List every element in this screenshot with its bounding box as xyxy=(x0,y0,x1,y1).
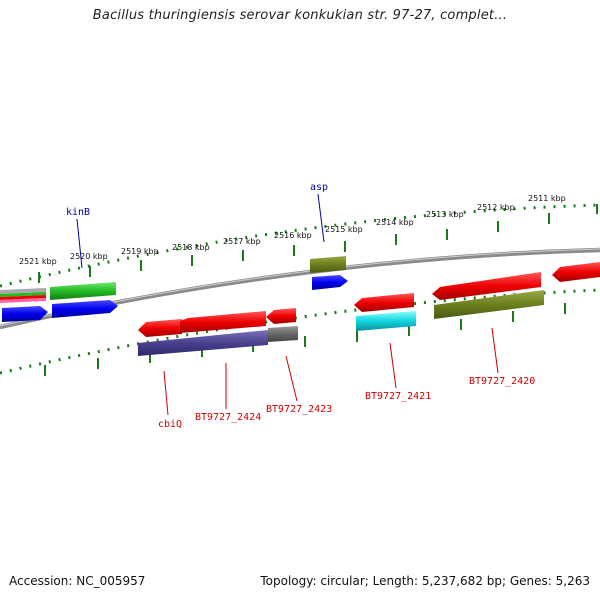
gene-blue-left[interactable] xyxy=(2,306,48,322)
gene-cbiQ-purple[interactable] xyxy=(138,330,268,356)
gene-BT9727_2420-red[interactable] xyxy=(432,272,541,300)
gene-kinB-blue[interactable] xyxy=(52,300,118,318)
scale-label-2519: 2519 kbp xyxy=(121,247,159,256)
gene-label-BT9727_2424[interactable]: BT9727_2424 xyxy=(195,412,261,423)
gene-label-asp[interactable]: asp xyxy=(310,182,328,193)
gene-label-kinB[interactable]: kinB xyxy=(66,207,90,218)
scale-ticks-outer xyxy=(38,204,598,283)
gene-asp-olive[interactable] xyxy=(310,256,346,273)
gene-stack-left[interactable] xyxy=(0,288,46,303)
scale-label-2514: 2514 kbp xyxy=(376,218,414,227)
gene-BT9727_2420-olive[interactable] xyxy=(434,290,544,319)
scale-label-2512: 2512 kbp xyxy=(477,203,515,212)
gene-red-far-right[interactable] xyxy=(552,262,600,282)
label-leaders-bottom xyxy=(163,327,499,416)
topology-text: Topology: circular; Length: 5,237,682 bp… xyxy=(260,574,590,588)
scale-label-2518: 2518 kbp xyxy=(172,243,210,252)
gene-BT9727_2421-cyan[interactable] xyxy=(356,311,416,331)
gene-label-BT9727_2421[interactable]: BT9727_2421 xyxy=(365,391,431,402)
label-leaders-top xyxy=(76,193,325,269)
scale-label-2515: 2515 kbp xyxy=(325,225,363,234)
gene-BT9727_2421-red[interactable] xyxy=(354,293,414,312)
accession-text: Accession: NC_005957 xyxy=(9,574,146,588)
gene-asp-blue[interactable] xyxy=(312,275,348,290)
gene-kinB-green[interactable] xyxy=(50,282,116,300)
scale-label-2513: 2513 kbp xyxy=(426,210,464,219)
gene-gray[interactable] xyxy=(268,326,298,342)
scale-labels: 2521 kbp 2520 kbp 2519 kbp 2518 kbp 2517… xyxy=(19,194,566,266)
gene-label-BT9727_2423[interactable]: BT9727_2423 xyxy=(266,404,332,415)
map-title: Bacillus thuringiensis serovar konkukian… xyxy=(92,8,508,23)
gene-label-BT9727_2420[interactable]: BT9727_2420 xyxy=(469,376,535,387)
gene-red-a[interactable] xyxy=(138,319,182,337)
scale-label-2517: 2517 kbp xyxy=(223,237,261,246)
scale-label-2511: 2511 kbp xyxy=(528,194,566,203)
scale-label-2521: 2521 kbp xyxy=(19,257,57,266)
scale-ticks-inner xyxy=(44,303,566,376)
gene-label-cbiQ[interactable]: cbiQ xyxy=(158,419,182,430)
gene-BT9727_2424-red[interactable] xyxy=(180,311,266,333)
gene-BT9727_2423-red[interactable] xyxy=(266,308,296,324)
scale-label-2520: 2520 kbp xyxy=(70,252,108,261)
scale-label-2516: 2516 kbp xyxy=(274,231,312,240)
